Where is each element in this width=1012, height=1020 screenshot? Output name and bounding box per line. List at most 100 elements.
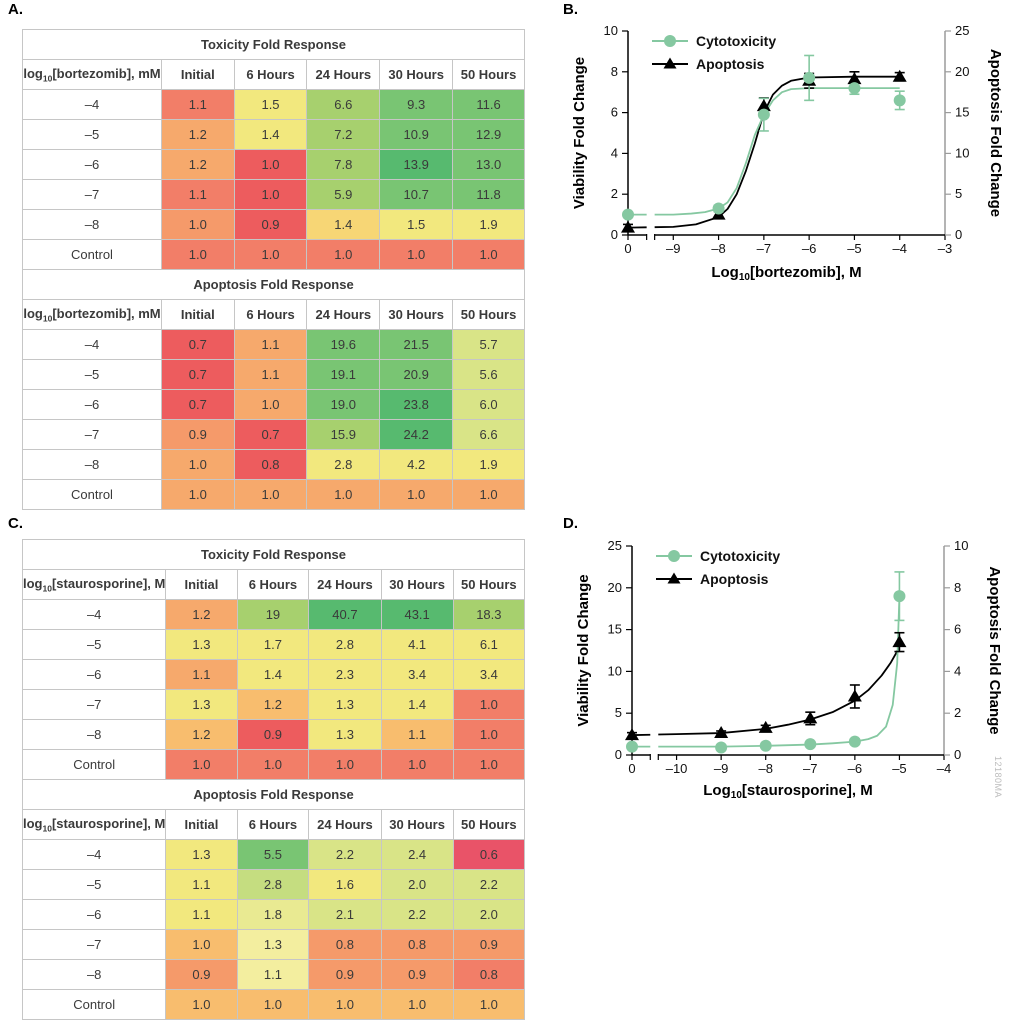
data-point-cytotoxicity xyxy=(848,82,860,94)
row-label: Control xyxy=(23,480,162,510)
heatmap-cell: 3.4 xyxy=(453,660,524,690)
heatmap-cell: 1.0 xyxy=(234,390,307,420)
watermark: 12180MA xyxy=(993,756,1003,798)
heatmap-cell: 1.0 xyxy=(453,240,525,270)
column-header: 30 Hours xyxy=(380,300,453,330)
chart-element: Log xyxy=(711,264,739,281)
column-header: Initial xyxy=(166,810,237,840)
column-header: 6 Hours xyxy=(237,810,309,840)
x-tick-label: –4 xyxy=(937,761,951,776)
heatmap-cell: 1.1 xyxy=(166,900,237,930)
heatmap-cell: 1.0 xyxy=(161,450,234,480)
row-label: –7 xyxy=(23,180,162,210)
row-label: –8 xyxy=(23,210,162,240)
column-header: 50 Hours xyxy=(453,570,524,600)
row-header: log10[bortezomib], mM xyxy=(23,300,162,330)
heatmap-cell: 1.4 xyxy=(234,120,307,150)
heatmap-cell: 1.1 xyxy=(166,660,237,690)
row-label: –7 xyxy=(23,930,166,960)
column-header: 24 Hours xyxy=(309,570,381,600)
heatmap-cell: 1.1 xyxy=(237,960,309,990)
heatmap-cell: 1.4 xyxy=(381,690,453,720)
heatmap-cell: 2.2 xyxy=(381,900,453,930)
heatmap-cell: 5.5 xyxy=(237,840,309,870)
heatmap-cell: 2.8 xyxy=(307,450,380,480)
heatmap-cell: 1.0 xyxy=(161,480,234,510)
x-tick-label: –6 xyxy=(848,761,862,776)
data-point-cytotoxicity xyxy=(715,741,727,753)
column-header: 50 Hours xyxy=(453,810,524,840)
fit-line-apoptosis xyxy=(655,77,900,227)
data-point-cytotoxicity xyxy=(713,202,725,214)
x-tick-label: 0 xyxy=(628,761,635,776)
row-label: –7 xyxy=(23,420,162,450)
heatmap-cell: 0.7 xyxy=(161,390,234,420)
heatmap-cell: 1.0 xyxy=(453,990,524,1020)
x-tick-label: –8 xyxy=(758,761,772,776)
heatmap-cell: 40.7 xyxy=(309,600,381,630)
heatmap-cell: 20.9 xyxy=(380,360,453,390)
data-point-cytotoxicity xyxy=(849,736,861,748)
heatmap-cell: 11.6 xyxy=(453,90,525,120)
heatmap-cell: 15.9 xyxy=(307,420,380,450)
y-tick-label-right: 10 xyxy=(954,538,968,553)
heatmap-cell: 1.0 xyxy=(307,480,380,510)
heatmap-cell: 5.6 xyxy=(453,360,525,390)
row-label: –5 xyxy=(23,360,162,390)
heatmap-cell: 4.1 xyxy=(381,630,453,660)
heatmap-cell: 1.0 xyxy=(237,750,309,780)
panel-label-d: D. xyxy=(563,515,578,532)
row-label: Control xyxy=(23,990,166,1020)
heatmap-cell: 21.5 xyxy=(380,330,453,360)
row-label: –4 xyxy=(23,840,166,870)
heatmap-cell: 0.8 xyxy=(234,450,307,480)
heatmap-cell: 0.9 xyxy=(166,960,237,990)
column-header: 24 Hours xyxy=(309,810,381,840)
heatmap-cell: 13.0 xyxy=(453,150,525,180)
x-tick-label: –10 xyxy=(666,761,688,776)
heatmap-cell: 2.0 xyxy=(453,900,524,930)
row-label: –4 xyxy=(23,330,162,360)
heatmap-cell: 1.7 xyxy=(237,630,309,660)
y-tick-label-right: 20 xyxy=(955,64,969,79)
x-axis-label: Log10[bortezomib], M xyxy=(711,264,861,283)
heatmap-cell: 1.1 xyxy=(166,870,237,900)
heatmap-cell: 9.3 xyxy=(380,90,453,120)
data-point-cytotoxicity xyxy=(894,94,906,106)
heatmap-cell: 0.8 xyxy=(309,930,381,960)
heatmap-cell: 1.3 xyxy=(309,690,381,720)
data-point-cytotoxicity xyxy=(622,209,634,221)
chart-element: [bortezomib], M xyxy=(750,264,862,281)
heatmap-cell: 1.0 xyxy=(161,210,234,240)
table-title: Toxicity Fold Response xyxy=(23,540,525,570)
row-label: Control xyxy=(23,240,162,270)
fit-line-cytotoxicity xyxy=(658,596,899,746)
column-header: Initial xyxy=(161,60,234,90)
heatmap-cell: 1.0 xyxy=(234,150,307,180)
x-tick-label: 0 xyxy=(624,241,631,256)
heatmap-cell: 1.0 xyxy=(381,750,453,780)
x-tick-label: –3 xyxy=(938,241,952,256)
y-tick-label-left: 5 xyxy=(615,705,622,720)
legend-marker-circle xyxy=(664,35,676,47)
row-label: –6 xyxy=(23,900,166,930)
heatmap-cell: 1.0 xyxy=(453,720,524,750)
row-label: –6 xyxy=(23,660,166,690)
legend-label: Apoptosis xyxy=(700,571,769,587)
x-tick-label: –6 xyxy=(802,241,816,256)
row-header: log10[bortezomib], mM xyxy=(23,60,162,90)
x-tick-label: –7 xyxy=(757,241,771,256)
table-title: Apoptosis Fold Response xyxy=(23,780,525,810)
heatmap-cell: 2.3 xyxy=(309,660,381,690)
heatmap-cell: 7.2 xyxy=(307,120,380,150)
column-header: Initial xyxy=(161,300,234,330)
x-tick-label: –8 xyxy=(711,241,725,256)
heatmap-cell: 6.6 xyxy=(453,420,525,450)
column-header: 6 Hours xyxy=(234,300,307,330)
heatmap-cell: 23.8 xyxy=(380,390,453,420)
